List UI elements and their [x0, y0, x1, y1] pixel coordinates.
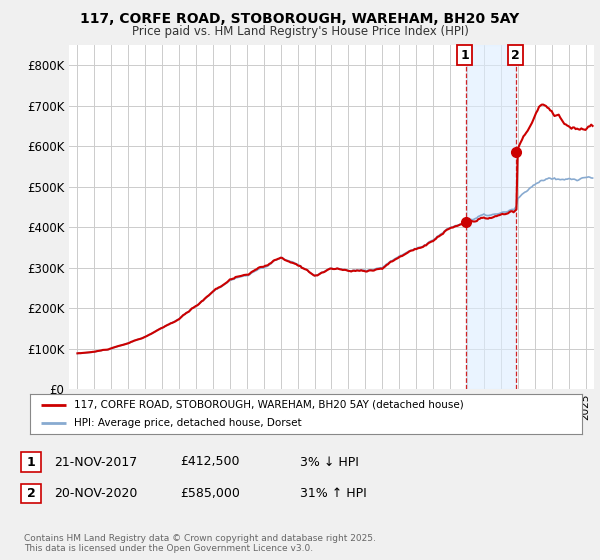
Text: 117, CORFE ROAD, STOBOROUGH, WAREHAM, BH20 5AY: 117, CORFE ROAD, STOBOROUGH, WAREHAM, BH… — [80, 12, 520, 26]
Text: 1: 1 — [460, 49, 469, 62]
Text: 20-NOV-2020: 20-NOV-2020 — [54, 487, 137, 501]
Text: HPI: Average price, detached house, Dorset: HPI: Average price, detached house, Dors… — [74, 418, 302, 428]
Text: Price paid vs. HM Land Registry's House Price Index (HPI): Price paid vs. HM Land Registry's House … — [131, 25, 469, 38]
Bar — [466, 45, 517, 389]
Text: 1: 1 — [26, 455, 35, 469]
Text: 2: 2 — [26, 487, 35, 501]
Text: 3% ↓ HPI: 3% ↓ HPI — [300, 455, 359, 469]
Text: 31% ↑ HPI: 31% ↑ HPI — [300, 487, 367, 501]
Text: 21-NOV-2017: 21-NOV-2017 — [54, 455, 137, 469]
Text: 2: 2 — [511, 49, 520, 62]
Text: 117, CORFE ROAD, STOBOROUGH, WAREHAM, BH20 5AY (detached house): 117, CORFE ROAD, STOBOROUGH, WAREHAM, BH… — [74, 400, 464, 409]
Text: £412,500: £412,500 — [180, 455, 239, 469]
Text: £585,000: £585,000 — [180, 487, 240, 501]
Text: Contains HM Land Registry data © Crown copyright and database right 2025.
This d: Contains HM Land Registry data © Crown c… — [24, 534, 376, 553]
